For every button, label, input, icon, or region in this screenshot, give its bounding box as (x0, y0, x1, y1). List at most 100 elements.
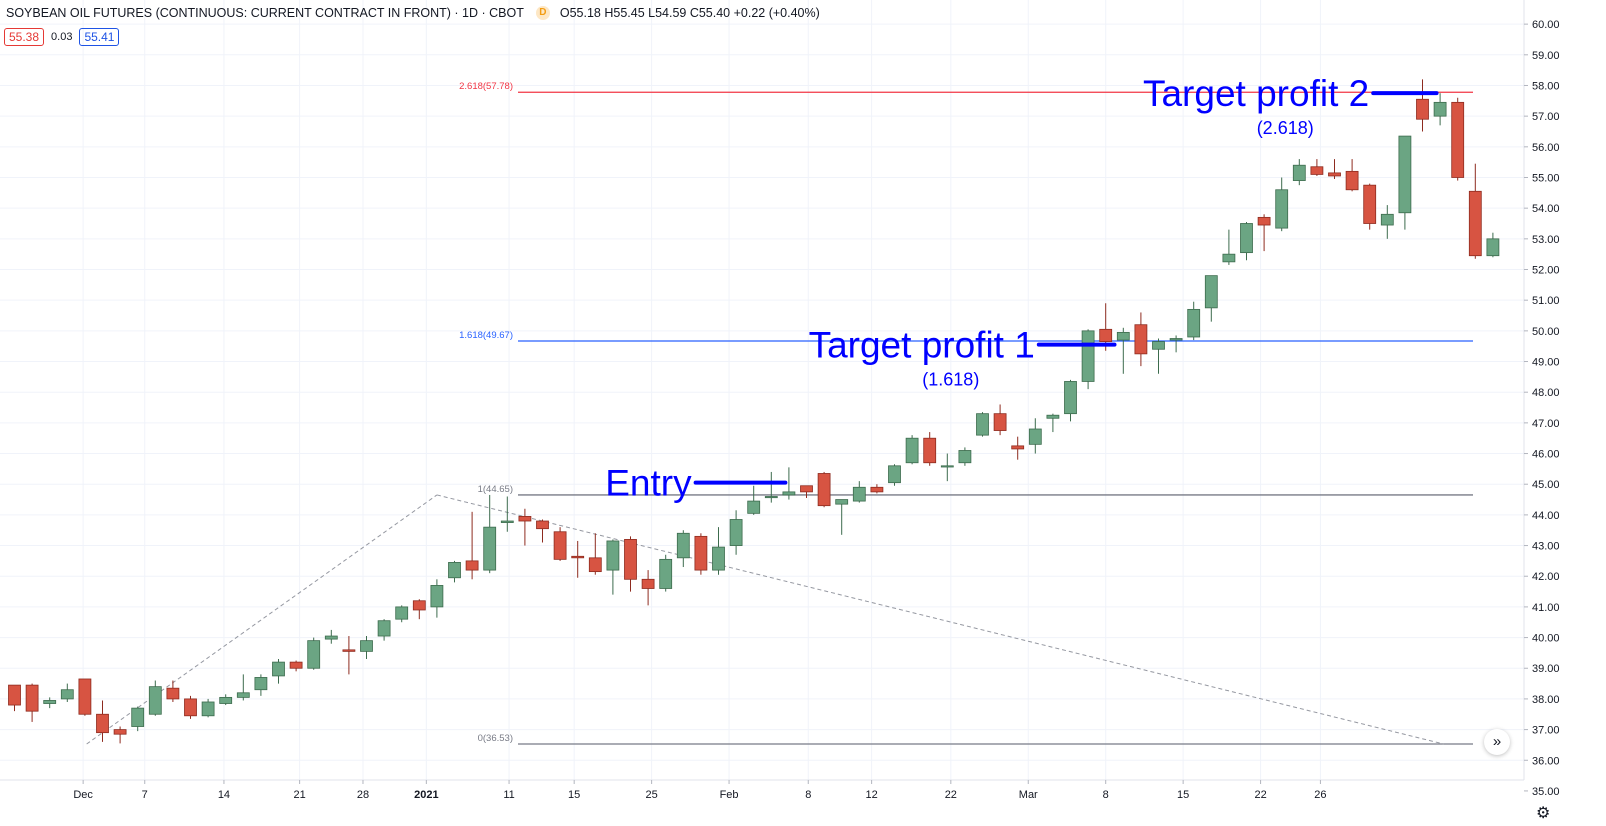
x-tick-label: 12 (865, 789, 877, 801)
x-tick-label: 2021 (414, 789, 438, 801)
candle-body (536, 520, 549, 530)
y-tick-label: 44.00 (1532, 510, 1560, 522)
spread-value: 0.03 (51, 31, 73, 43)
gear-icon[interactable]: ⚙ (1536, 805, 1551, 822)
candle-body (1468, 190, 1482, 257)
candle-body (852, 486, 866, 502)
candle-body (1064, 381, 1077, 415)
ohlc-readout: O55.18 H55.45 L54.59 C55.40 +0.22 (+0.40… (559, 6, 820, 20)
candle-body (166, 687, 180, 700)
candle-body (1152, 341, 1165, 350)
candle-body (307, 640, 321, 669)
candle-body (289, 661, 303, 669)
candle-body (676, 532, 690, 559)
candle-body (1416, 98, 1429, 120)
symbol-title[interactable]: SOYBEAN OIL FUTURES (CONTINUOUS: CURRENT… (6, 6, 524, 20)
y-tick-label: 39.00 (1532, 663, 1560, 675)
chart-header: SOYBEAN OIL FUTURES (CONTINUOUS: CURRENT… (6, 6, 820, 20)
candle-body (412, 600, 426, 611)
annotation-label: Entry (605, 463, 692, 504)
y-tick-label: 41.00 (1532, 602, 1560, 614)
x-tick-label: 21 (293, 789, 305, 801)
y-tick-label: 43.00 (1532, 541, 1560, 553)
x-tick-label: 8 (805, 789, 811, 801)
candle-body (553, 531, 567, 560)
x-tick-label: 22 (945, 789, 957, 801)
candle-body (588, 557, 602, 573)
candle-body (25, 684, 39, 712)
candle-body (184, 698, 197, 717)
x-tick-label: 28 (357, 789, 369, 801)
y-tick-label: 45.00 (1532, 479, 1560, 491)
candle-body (219, 696, 233, 704)
candle-body (8, 684, 21, 706)
candle-body (43, 700, 57, 704)
candle-body (976, 413, 989, 436)
candle-body (782, 491, 796, 496)
candle-body (342, 649, 356, 652)
candle-body (465, 560, 479, 571)
candle-body (1310, 166, 1324, 175)
price-axis-bg (1524, 0, 1606, 826)
candle-body (606, 540, 620, 571)
fib-level-label: 1.618(49.67) (459, 330, 513, 341)
buy-price-button[interactable]: 55.41 (79, 28, 120, 46)
candle-body (729, 519, 743, 546)
y-tick-label: 49.00 (1532, 357, 1560, 369)
candle-body (1204, 275, 1218, 309)
candle-body (1328, 172, 1341, 177)
candle-body (641, 578, 655, 589)
candle-body (78, 678, 92, 715)
candle-body (60, 689, 74, 700)
candle-body (1187, 308, 1201, 338)
candle-body (395, 606, 409, 620)
candle-body (377, 620, 391, 637)
y-tick-label: 52.00 (1532, 265, 1560, 277)
y-tick-label: 53.00 (1532, 234, 1560, 246)
y-tick-label: 57.00 (1532, 111, 1560, 123)
candle-body (800, 485, 813, 493)
y-tick-label: 54.00 (1532, 203, 1560, 215)
candle-body (483, 526, 497, 571)
annotation-sublabel: (1.618) (922, 370, 979, 390)
candle-body (694, 535, 708, 571)
candle-body (1081, 330, 1095, 382)
y-tick-label: 59.00 (1532, 50, 1560, 62)
x-tick-label: 15 (1177, 789, 1189, 801)
candle-body (1116, 331, 1130, 341)
x-tick-label: Mar (1019, 789, 1038, 801)
candle-body (1433, 101, 1447, 117)
x-tick-label: Feb (720, 789, 739, 801)
candle-body (360, 640, 373, 652)
candle-body (905, 437, 919, 464)
candle-body (1380, 213, 1394, 226)
candle-body (1345, 170, 1359, 191)
candle-body (659, 558, 673, 589)
y-tick-label: 35.00 (1532, 786, 1560, 798)
candle-body (940, 465, 954, 468)
candle-body (712, 546, 725, 571)
candle-body (113, 729, 127, 735)
x-tick-label: 7 (142, 789, 148, 801)
candle-body (1099, 328, 1113, 342)
candle-body (1169, 338, 1183, 341)
candle-body (1257, 216, 1271, 226)
candle-body (254, 677, 268, 691)
double-chevron-right-icon[interactable]: » (1484, 729, 1510, 755)
candle-body (1275, 189, 1289, 229)
candle-body (236, 692, 250, 698)
candle-body (1134, 324, 1148, 355)
sell-price-button[interactable]: 55.38 (4, 28, 45, 46)
candle-body (1222, 253, 1236, 263)
fib-trend-line (86, 494, 438, 745)
fib-trend-line (436, 494, 1444, 745)
candle-body (1292, 164, 1306, 181)
y-tick-label: 58.00 (1532, 80, 1560, 92)
candle-body (448, 562, 461, 579)
candle-body (131, 707, 145, 727)
x-tick-label: 14 (218, 789, 230, 801)
candle-body (958, 450, 972, 464)
y-tick-label: 56.00 (1532, 142, 1560, 154)
candle-body (1028, 428, 1042, 445)
